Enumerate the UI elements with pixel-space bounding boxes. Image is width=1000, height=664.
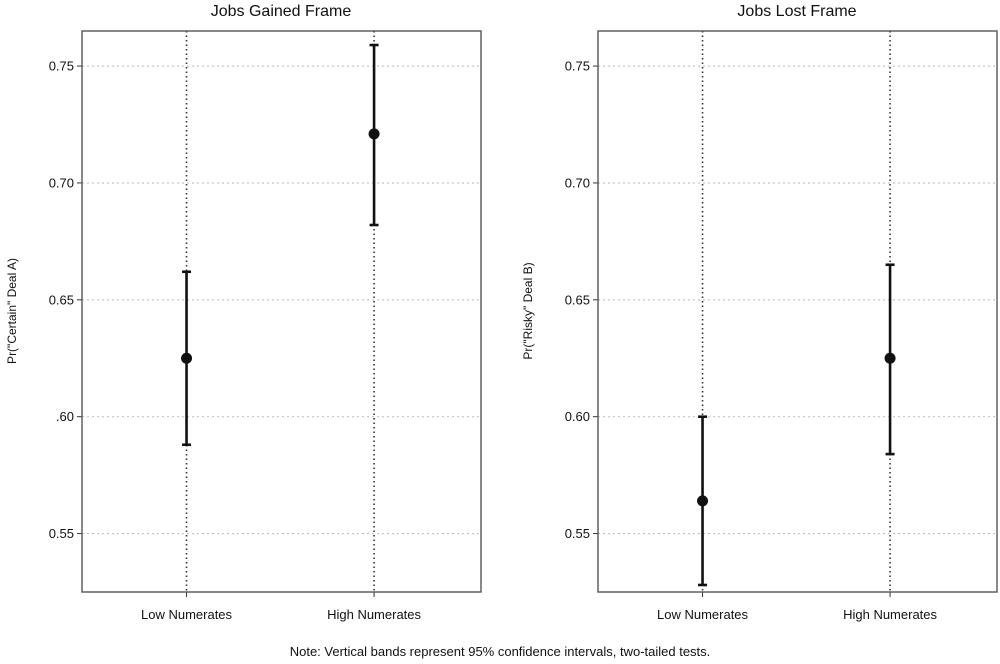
point-estimate [181,352,193,364]
point-estimate [884,352,896,364]
y-tick-label: 0.75 [49,59,74,74]
point-estimate [368,128,380,140]
y-tick-label: 0.55 [49,526,74,541]
y-tick-label: .60 [56,409,74,424]
panel-title: Jobs Gained Frame [211,3,352,20]
panel-title: Jobs Lost Frame [737,3,856,20]
panel-jobs-gained: Jobs Gained Frame Pr("Certain" Deal A) 0… [5,3,482,622]
plot-frame [81,30,482,593]
plot-frame [597,30,998,593]
y-tick-label: 0.55 [565,526,590,541]
y-tick-label: 0.60 [565,409,590,424]
x-tick-label: High Numerates [327,607,421,622]
y-tick-label: 0.70 [49,175,74,190]
point-estimate [697,495,709,507]
x-tick-label: Low Numerates [657,607,749,622]
chart-note: Note: Vertical bands represent 95% confi… [290,644,711,659]
x-tick-label: High Numerates [843,607,937,622]
y-tick-label: 0.75 [565,59,590,74]
x-tick-label: Low Numerates [141,607,233,622]
y-tick-label: 0.65 [49,292,74,307]
y-axis-title: Pr("Certain" Deal A) [5,258,19,364]
y-tick-label: 0.65 [565,292,590,307]
panel-jobs-lost: Jobs Lost Frame Pr("Risky" Deal B) 0.75 0… [521,3,998,622]
y-axis-title: Pr("Risky" Deal B) [521,262,535,359]
y-tick-label: 0.70 [565,175,590,190]
